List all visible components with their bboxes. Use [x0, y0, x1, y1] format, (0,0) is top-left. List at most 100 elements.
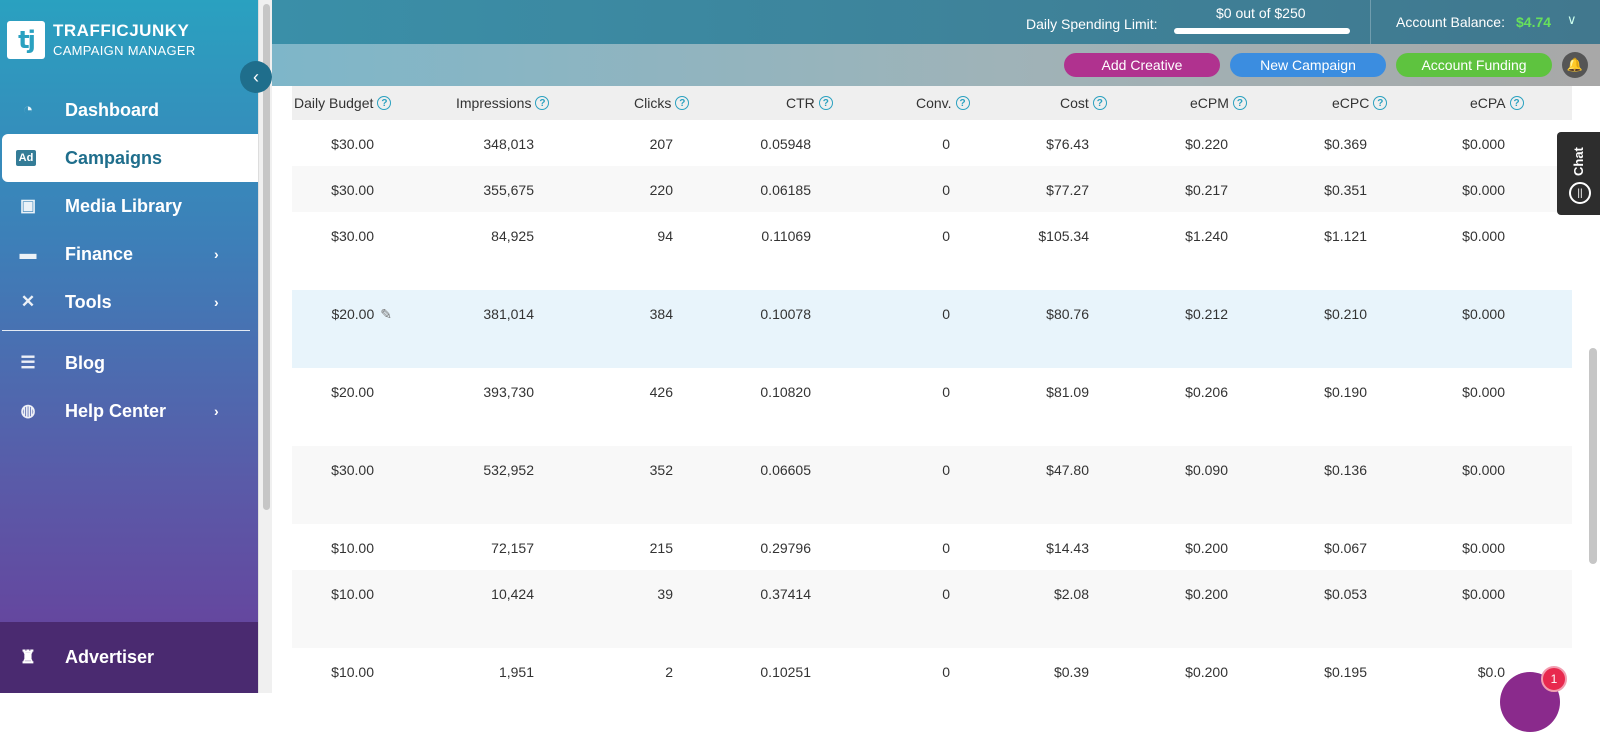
cell-value: $0.000 [1462, 586, 1505, 602]
spending-limit-bar [1174, 28, 1350, 34]
sidebar-item-help-center[interactable]: ◍ Help Center › [0, 387, 260, 435]
table-cell: $0.000 [1462, 384, 1505, 400]
add-creative-button[interactable]: Add Creative [1064, 53, 1220, 77]
sidebar-item-media-library[interactable]: ▣ Media Library [0, 182, 260, 230]
sidebar-scrollbar-thumb[interactable] [263, 4, 270, 510]
column-header[interactable]: Conv.? [916, 86, 970, 120]
help-icon[interactable]: ? [675, 96, 690, 110]
chevron-right-icon: › [214, 294, 219, 310]
table-cell: $10.00 [331, 540, 374, 556]
table-cell: $76.43 [1046, 136, 1089, 152]
table-row[interactable]: $20.00 393,730 426 0.10820 0 $81.09 $0.206 $0.1… [292, 368, 1572, 446]
table-cell: 0.29796 [760, 540, 811, 556]
table-row[interactable]: $30.00 84,925 94 0.11069 0 $105.34 $1.240 $1.12… [292, 212, 1572, 290]
ad-icon: Ad [16, 150, 36, 166]
brand-logo[interactable]: tj TRAFFICJUNKY CAMPAIGN MANAGER [7, 20, 196, 60]
table-cell: $0.220 [1185, 136, 1228, 152]
chevron-down-icon[interactable]: ∨ [1567, 12, 1577, 27]
bell-icon[interactable]: 🔔 [1562, 52, 1588, 78]
table-cell: $0.000 [1462, 306, 1505, 322]
cell-value: 0 [942, 586, 950, 602]
cell-value: $0.369 [1324, 136, 1367, 152]
media-icon: ▣ [19, 196, 37, 215]
collapse-sidebar-button[interactable]: ‹ [240, 61, 272, 93]
new-campaign-button[interactable]: New Campaign [1230, 53, 1386, 77]
help-icon[interactable]: ? [1373, 96, 1388, 110]
table-cell: $0.000 [1462, 462, 1505, 478]
account-funding-button[interactable]: Account Funding [1396, 53, 1552, 77]
column-header[interactable]: Daily Budget? [294, 86, 392, 120]
cell-value: 0 [942, 664, 950, 680]
notification-count-badge[interactable]: 1 [1541, 666, 1567, 692]
cell-value: $10.00 [331, 586, 374, 602]
cell-value: $0.212 [1185, 306, 1228, 322]
sidebar-item-label: Dashboard [65, 99, 160, 120]
help-icon[interactable]: ? [377, 96, 392, 110]
help-icon[interactable]: ? [1509, 96, 1524, 110]
chat-tab[interactable]: Chat || [1557, 132, 1600, 215]
sidebar-item-finance[interactable]: ▬ Finance › [0, 230, 260, 278]
cell-value: $10.00 [331, 540, 374, 556]
table-row[interactable]: $30.00 348,013 207 0.05948 0 $76.43 $0.220 $0.3… [292, 120, 1572, 166]
blog-icon: ☰ [20, 353, 36, 372]
chevron-right-icon: › [214, 403, 219, 419]
table-cell: $30.00 [331, 182, 374, 198]
cell-value: 384 [649, 306, 673, 322]
table-cell: 0.05948 [760, 136, 811, 152]
cell-value: $105.34 [1038, 228, 1089, 244]
column-header[interactable]: Cost? [1060, 86, 1107, 120]
table-cell: $0.217 [1185, 182, 1228, 198]
cell-value: $0.351 [1324, 182, 1367, 198]
table-row[interactable]: $10.00 10,424 39 0.37414 0 $2.08 $0.200 $0.053 $… [292, 570, 1572, 648]
cell-value: 0.05948 [760, 136, 811, 152]
page-scrollbar-thumb[interactable] [1589, 348, 1597, 564]
sidebar-item-campaigns[interactable]: Ad Campaigns [2, 134, 260, 182]
column-header[interactable]: eCPA? [1470, 86, 1524, 120]
table-cell: 426 [650, 384, 673, 400]
brand-subtitle: CAMPAIGN MANAGER [53, 43, 196, 59]
sidebar-item-dashboard[interactable]: ◔ Dashboard [0, 86, 260, 134]
cell-value: $0.000 [1462, 306, 1505, 322]
column-header[interactable]: CTR? [786, 86, 833, 120]
cell-value: 1,951 [498, 664, 534, 680]
cell-value: 0 [942, 384, 950, 400]
sidebar-item-advertiser[interactable]: ♜ Advertiser [0, 622, 260, 693]
table-cell: 0.10820 [760, 384, 811, 400]
table-row[interactable]: $30.00 355,675 220 0.06185 0 $77.27 $0.217 $0.3… [292, 166, 1572, 212]
table-row[interactable]: $10.00 72,157 215 0.29796 0 $14.43 $0.200 $0.06… [292, 524, 1572, 570]
cell-value: $1.121 [1324, 228, 1367, 244]
table-cell: 10,424 [491, 586, 534, 602]
cell-value: 0.29796 [760, 540, 811, 556]
help-icon[interactable]: ? [1232, 96, 1247, 110]
help-icon[interactable]: ? [818, 96, 833, 110]
cell-value: $0.000 [1462, 540, 1505, 556]
table-cell: 94 [657, 228, 673, 244]
cell-value: 94 [657, 228, 673, 244]
help-icon[interactable]: ? [535, 96, 550, 110]
page-scrollbar[interactable] [1586, 86, 1600, 693]
chevron-right-icon: › [214, 246, 219, 262]
column-header[interactable]: Clicks? [634, 86, 690, 120]
sidebar-item-blog[interactable]: ☰ Blog [0, 339, 260, 387]
table-row[interactable]: $10.00 1,951 2 0.10251 0 $0.39 $0.200 $0.195 $0.… [292, 648, 1572, 693]
column-header[interactable]: eCPM? [1190, 86, 1247, 120]
table-cell: $0.195 [1324, 664, 1367, 680]
sidebar-scrollbar[interactable] [258, 0, 272, 693]
table-cell: $0.000 [1462, 540, 1505, 556]
table-row[interactable]: $30.00 532,952 352 0.06605 0 $47.80 $0.090 $0.1… [292, 446, 1572, 524]
help-icon[interactable]: ? [1092, 96, 1107, 110]
table-row[interactable]: $20.00 ✎ 381,014 384 0.10078 0 $80.76 $0.212 $0.… [292, 290, 1572, 368]
cell-value: $20.00 [331, 384, 374, 400]
cell-value: $81.09 [1046, 384, 1089, 400]
cell-value: 0.37414 [760, 586, 811, 602]
column-header[interactable]: eCPC? [1332, 86, 1388, 120]
cell-value: $0.000 [1462, 228, 1505, 244]
help-icon[interactable]: ? [955, 96, 970, 110]
sidebar-item-tools[interactable]: ✕ Tools › [0, 278, 260, 326]
tools-icon: ✕ [20, 292, 36, 311]
table-cell: $0.200 [1185, 664, 1228, 680]
column-header[interactable]: Impressions? [456, 86, 550, 120]
cell-value: $2.08 [1053, 586, 1089, 602]
logo-mark: tj [7, 21, 45, 59]
edit-pencil-icon[interactable]: ✎ [380, 306, 392, 322]
